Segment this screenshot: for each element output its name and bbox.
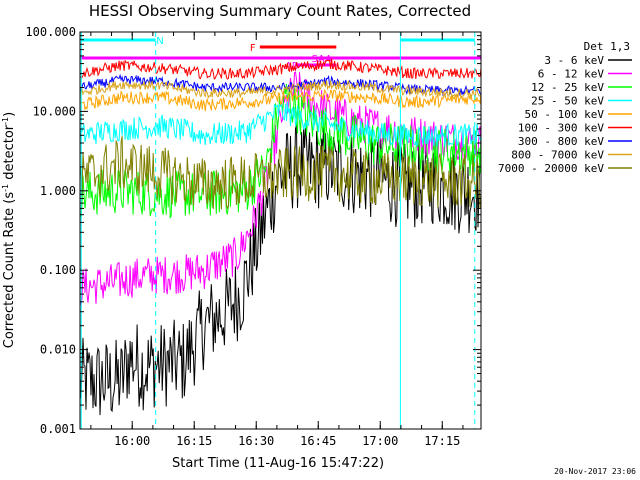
series-line-7000-20000-kev	[79, 136, 482, 210]
timestamp: 20-Nov-2017 23:06	[554, 467, 636, 476]
legend-label: 100 - 300 keV	[518, 122, 604, 135]
series-line-25-50-kev	[79, 101, 482, 148]
legend-label: 12 - 25 keV	[531, 81, 604, 94]
series-line-6-12-kev	[79, 71, 482, 306]
y-axis: 0.001 0.010 0.100 1.000 10.000 100.000	[25, 25, 481, 436]
legend-label: 7000 - 20000 keV	[498, 162, 604, 175]
x-tick-label: 17:00	[362, 434, 398, 448]
y-tick-label: 1.000	[40, 184, 76, 198]
y-tick-label: 0.100	[40, 263, 76, 277]
flag-label-f: F	[250, 43, 256, 54]
x-tick-label: 16:30	[238, 434, 274, 448]
plot-frame	[79, 31, 482, 430]
flag-label-n: N	[156, 36, 163, 47]
x-axis: 16:00 16:15 16:30 16:45 17:00 17:15	[90, 32, 464, 448]
night-layer	[80, 32, 476, 429]
legend-label: 25 - 50 keV	[531, 95, 604, 108]
legend-label: 6 - 12 keV	[538, 68, 605, 81]
x-tick-label: 17:15	[424, 434, 460, 448]
legend-label: 800 - 7000 keV	[511, 149, 604, 162]
chart-title: HESSI Observing Summary Count Rates, Cor…	[89, 2, 471, 20]
legend-label: 300 - 800 keV	[518, 135, 604, 148]
flag-label-saa: SAA	[312, 54, 333, 65]
series-layer	[79, 58, 482, 416]
y-tick-label: 0.001	[40, 422, 76, 436]
y-tick-label: 0.010	[40, 343, 76, 357]
y-tick-label: 100.000	[25, 25, 76, 39]
series-line-800-7000-kev	[79, 79, 482, 100]
y-tick-label: 10.000	[33, 104, 76, 118]
x-tick-label: 16:00	[114, 434, 150, 448]
legend-label: 3 - 6 keV	[544, 54, 604, 67]
legend-header: Det 1,3	[584, 40, 630, 53]
series-line-100-300-kev	[79, 58, 482, 80]
legend-label: 50 - 100 keV	[525, 108, 605, 121]
y-axis-label: Corrected Count Rate (s-1 detector-1)	[1, 112, 17, 348]
x-tick-label: 16:45	[300, 434, 336, 448]
x-tick-label: 16:15	[176, 434, 212, 448]
series-line-50-100-kev	[79, 88, 482, 112]
x-axis-label: Start Time (11-Aug-16 15:47:22)	[172, 456, 384, 471]
